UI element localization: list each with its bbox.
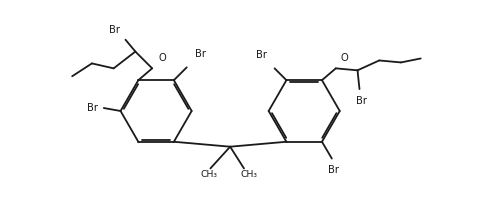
Text: O: O bbox=[341, 53, 348, 64]
Text: Br: Br bbox=[328, 166, 340, 175]
Text: O: O bbox=[158, 53, 166, 64]
Text: Br: Br bbox=[87, 103, 98, 113]
Text: CH₃: CH₃ bbox=[241, 170, 257, 179]
Text: Br: Br bbox=[256, 50, 267, 60]
Text: CH₃: CH₃ bbox=[201, 170, 218, 179]
Text: Br: Br bbox=[195, 49, 206, 60]
Text: Br: Br bbox=[109, 25, 120, 35]
Text: Br: Br bbox=[356, 96, 367, 106]
